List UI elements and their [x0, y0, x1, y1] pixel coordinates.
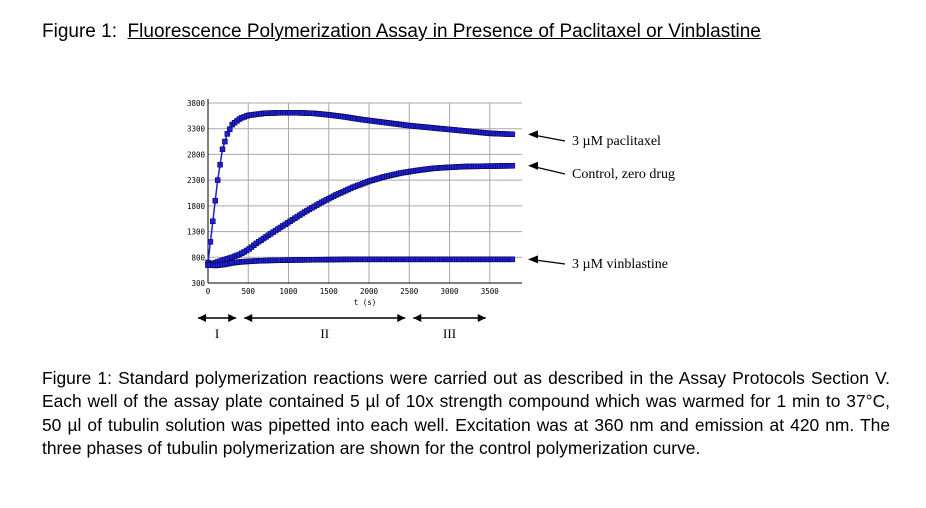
x-tick-label: 2000: [360, 287, 379, 296]
data-point: [219, 146, 226, 153]
x-tick-label: 3500: [481, 287, 500, 296]
y-tick-label: 800: [191, 253, 205, 262]
data-point: [222, 138, 228, 145]
phase-arrow-head-left: [413, 314, 422, 322]
data-point: [217, 161, 223, 168]
data-point: [509, 256, 516, 263]
y-tick-label: 3800: [187, 99, 206, 108]
y-tick-label: 300: [191, 279, 205, 288]
series-label: 3 µM paclitaxel: [572, 134, 661, 149]
annotation-arrow-head: [528, 130, 538, 139]
phase-arrow-head-left: [198, 314, 206, 322]
data-point: [210, 218, 216, 225]
phase-label: III: [443, 326, 456, 341]
x-tick-label: 3000: [441, 287, 460, 296]
x-tick-label: 0: [206, 287, 211, 296]
phase-label: I: [215, 326, 219, 341]
data-point: [226, 126, 233, 132]
x-tick-label: 2500: [400, 287, 419, 296]
data-point: [214, 177, 221, 183]
x-tick-label: 500: [241, 287, 255, 296]
phase-arrow-head-right: [397, 314, 406, 322]
phase-arrow-head-right: [228, 314, 237, 322]
y-tick-label: 1800: [187, 202, 206, 211]
data-point: [224, 131, 231, 137]
series-line: [207, 112, 514, 263]
y-tick-label: 3300: [187, 125, 206, 134]
phase-label: II: [320, 326, 329, 341]
figure-title: Figure 1: Fluorescence Polymerization As…: [42, 21, 761, 43]
figure-label: Figure 1:: [42, 21, 117, 42]
data-point: [509, 163, 516, 169]
x-tick-label: 1500: [320, 287, 339, 296]
polymerization-chart: 300 800 1300 1800 2300 2800 3300 3800 0 500 1000 15…: [187, 99, 675, 341]
y-tick-label: 1300: [187, 228, 206, 237]
data-point: [509, 131, 516, 138]
series-label: Control, zero drug: [572, 167, 675, 182]
annotation-arrow-head: [528, 161, 538, 170]
phase-arrow-head-left: [244, 314, 253, 322]
series-3: [205, 256, 516, 269]
y-tick-label: 2300: [187, 176, 206, 185]
x-tick-label: 1000: [279, 287, 298, 296]
series-label: 3 µM vinblastine: [572, 257, 668, 272]
figure-caption: Figure 1: Standard polymerization reacti…: [42, 368, 890, 459]
x-axis-label: t (s): [354, 298, 377, 307]
series-2: [205, 163, 516, 268]
phase-arrow-head-right: [477, 314, 486, 322]
y-tick-label: 2800: [187, 150, 206, 159]
figure-title-text: Fluorescence Polymerization Assay in Pre…: [127, 21, 761, 42]
data-point: [207, 239, 214, 245]
data-point: [212, 197, 218, 204]
series-1: [205, 110, 516, 266]
annotation-arrow-head: [528, 255, 538, 264]
